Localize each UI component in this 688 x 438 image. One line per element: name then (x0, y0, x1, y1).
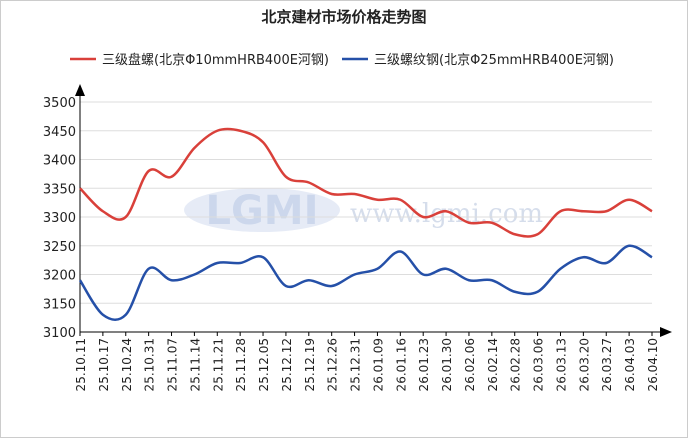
watermark-ellipse (184, 188, 340, 232)
x-tick-label: 26.03.13 (554, 338, 568, 391)
x-tick-label: 26.04.03 (623, 338, 637, 391)
y-tick-label: 3200 (43, 269, 76, 284)
x-tick-label: 26.03.06 (532, 338, 546, 391)
x-tick-label: 25.11.07 (166, 338, 180, 391)
x-tick-label: 26.01.16 (394, 338, 408, 391)
x-tick-label: 25.12.05 (257, 338, 271, 391)
watermark-url: www.lgmi.com (350, 199, 543, 229)
y-tick-label: 3250 (43, 240, 76, 255)
x-tick-label: 26.02.28 (509, 338, 523, 391)
x-tick-label: 26.02.14 (486, 338, 500, 391)
x-tick-label: 26.01.23 (417, 338, 431, 391)
y-tick-label: 3450 (43, 125, 76, 140)
x-tick-label: 25.10.24 (120, 338, 134, 391)
x-tick-label: 25.10.31 (143, 338, 157, 391)
series-line (79, 127, 653, 238)
watermark-logo: LGMI (205, 188, 318, 234)
x-tick-label: 26.04.10 (646, 338, 660, 391)
watermark: LGMI www.lgmi.com (184, 188, 543, 234)
y-tick-label: 3100 (43, 326, 76, 341)
x-tick-label: 25.11.14 (188, 338, 202, 391)
x-tick-label: 26.02.06 (463, 338, 477, 391)
x-tick-label: 25.11.28 (234, 338, 248, 391)
x-tick-label: 25.12.19 (303, 338, 317, 391)
x-tick-label: 26.03.27 (600, 338, 614, 391)
x-tick-label: 25.12.26 (326, 338, 340, 391)
x-tick-label: 26.01.09 (371, 338, 385, 391)
x-tick-label: 25.11.21 (211, 338, 225, 391)
y-tick-label: 3150 (43, 297, 76, 312)
y-tick-label: 3350 (43, 182, 76, 197)
y-tick-label: 3400 (43, 154, 76, 169)
legend-label: 三级螺纹钢(北京Φ25mmHRB400E河钢) (374, 53, 614, 68)
chart-title: 北京建材市场价格走势图 (261, 8, 426, 26)
x-tick-label: 25.10.11 (74, 338, 88, 391)
x-tick-label: 25.12.12 (280, 338, 294, 391)
y-arrow (75, 84, 85, 96)
x-arrow (660, 327, 672, 337)
y-tick-label: 3300 (43, 211, 76, 226)
x-tick-label: 25.10.17 (97, 338, 111, 391)
x-tick-label: 26.01.30 (440, 338, 454, 391)
series-line (78, 244, 653, 322)
y-tick-label: 3500 (43, 96, 76, 111)
x-tick-label: 25.12.31 (349, 338, 363, 391)
legend-label: 三级盘螺(北京Φ10mmHRB400E河钢) (102, 52, 329, 68)
x-tick-label: 26.03.20 (577, 338, 591, 391)
